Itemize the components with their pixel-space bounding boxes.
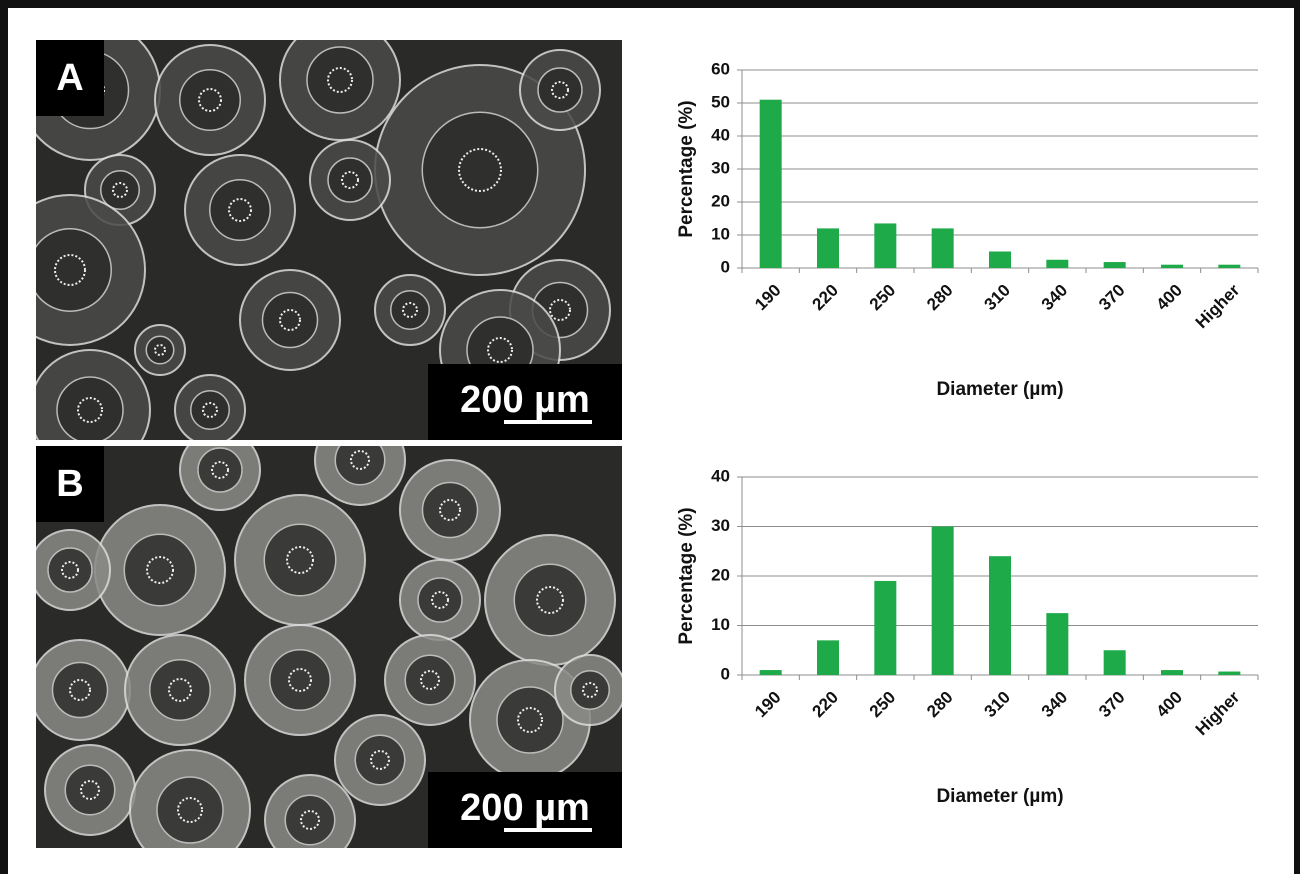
y-tick-label: 10 (711, 615, 730, 634)
x-tick-label: 400 (1153, 281, 1186, 314)
particle-core (191, 391, 230, 430)
x-tick-label: Higher (1192, 687, 1244, 739)
bar (989, 556, 1011, 675)
frame-left (0, 0, 8, 874)
x-tick-label: 190 (751, 688, 784, 721)
bar (989, 252, 1011, 269)
particle-core (514, 564, 586, 636)
particle-core (571, 671, 610, 710)
bar (1218, 265, 1240, 268)
bar (1161, 265, 1183, 268)
particle-core (418, 578, 462, 622)
x-tick-label: 340 (1038, 281, 1071, 314)
particle-core (53, 663, 108, 718)
particle-core (263, 293, 318, 348)
scale-bar-label: 200 µm (460, 379, 590, 421)
bar (874, 581, 896, 675)
bar (932, 527, 954, 676)
particle-core (65, 765, 115, 815)
bar (932, 228, 954, 268)
x-tick-label: 400 (1153, 688, 1186, 721)
x-tick-label: 220 (809, 281, 842, 314)
y-tick-label: 10 (711, 224, 730, 243)
bar (1218, 672, 1240, 675)
y-tick-label: 0 (721, 664, 730, 683)
x-tick-label: 280 (923, 281, 956, 314)
scale-bar-label: 200 µm (460, 787, 590, 829)
y-tick-label: 30 (711, 158, 730, 177)
bar (1046, 260, 1068, 268)
y-tick-label: 30 (711, 516, 730, 535)
bar (817, 640, 839, 675)
y-tick-label: 20 (711, 565, 730, 584)
bar (760, 100, 782, 268)
particle-core (335, 435, 385, 485)
bar (1104, 650, 1126, 675)
particle-core (180, 70, 241, 131)
x-tick-label: 370 (1095, 281, 1128, 314)
x-tick-label: 220 (809, 688, 842, 721)
y-axis-title: Percentage (%) (676, 100, 697, 237)
x-tick-label: 310 (981, 688, 1014, 721)
frame-top (0, 0, 1300, 8)
particle-core (150, 660, 211, 721)
x-tick-label: Higher (1192, 280, 1244, 332)
y-axis-title: Percentage (%) (676, 507, 697, 644)
x-tick-label: 250 (866, 688, 899, 721)
bar (817, 228, 839, 268)
particle-core (157, 777, 223, 843)
bar (874, 223, 896, 268)
particle-core (146, 336, 174, 364)
particle-core (391, 291, 430, 330)
panel-label: B (56, 463, 83, 505)
x-tick-label: 370 (1095, 688, 1128, 721)
particle-core (285, 795, 335, 845)
x-tick-label: 190 (751, 281, 784, 314)
particle-core (405, 655, 455, 705)
particle-core (355, 735, 405, 785)
y-tick-label: 20 (711, 191, 730, 210)
x-tick-label: 310 (981, 281, 1014, 314)
bar (1046, 613, 1068, 675)
x-axis-title: Diameter (µm) (936, 379, 1063, 400)
bar (1161, 670, 1183, 675)
particle-core (124, 534, 196, 606)
y-tick-label: 0 (721, 257, 730, 276)
frame-right (1294, 0, 1300, 874)
panel-label: A (56, 57, 83, 99)
particle-core (422, 112, 538, 228)
y-tick-label: 60 (711, 59, 730, 78)
particle-core (423, 483, 478, 538)
particle-core (29, 229, 112, 312)
x-tick-label: 250 (866, 281, 899, 314)
y-tick-label: 40 (711, 125, 730, 144)
bar (760, 670, 782, 675)
particle-core (270, 650, 331, 711)
micrographs: A 200 µm B 200 µm (0, 20, 625, 870)
bar (1104, 262, 1126, 268)
particle-core (307, 47, 373, 113)
particle-core (57, 377, 123, 443)
particle-core (328, 158, 372, 202)
particle-core (48, 548, 92, 592)
particle-core (210, 180, 271, 241)
figure: A 200 µm B 200 µm 0 10 20 30 40 50 60 190 220 250 280… (0, 0, 1300, 874)
particle-core (497, 687, 563, 753)
particle-core (264, 524, 336, 596)
particle-core (198, 448, 242, 492)
y-tick-label: 40 (711, 466, 730, 485)
y-tick-label: 50 (711, 92, 730, 111)
x-tick-label: 340 (1038, 688, 1071, 721)
x-axis-title: Diameter (µm) (936, 786, 1063, 807)
x-tick-label: 280 (923, 688, 956, 721)
particle-core (538, 68, 582, 112)
